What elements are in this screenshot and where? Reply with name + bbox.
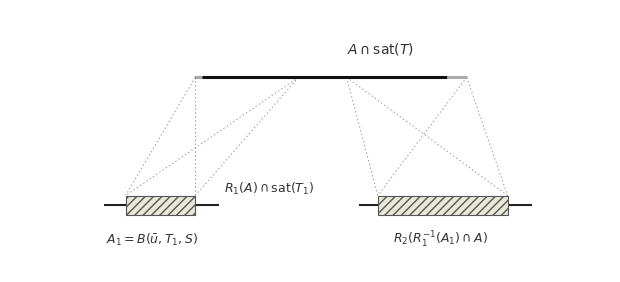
Text: $R_2(R_1^{-1}(A_1) \cap A)$: $R_2(R_1^{-1}(A_1) \cap A)$ [393,230,488,250]
Text: $A \cap \mathrm{sat}(T)$: $A \cap \mathrm{sat}(T)$ [347,41,414,57]
Text: $R_1(A) \cap \mathrm{sat}(T_1)$: $R_1(A) \cap \mathrm{sat}(T_1)$ [224,181,314,197]
Bar [378,196,508,215]
Text: $A_1 = B(\bar{u}, T_1, S)$: $A_1 = B(\bar{u}, T_1, S)$ [106,232,198,248]
Bar [125,196,195,215]
